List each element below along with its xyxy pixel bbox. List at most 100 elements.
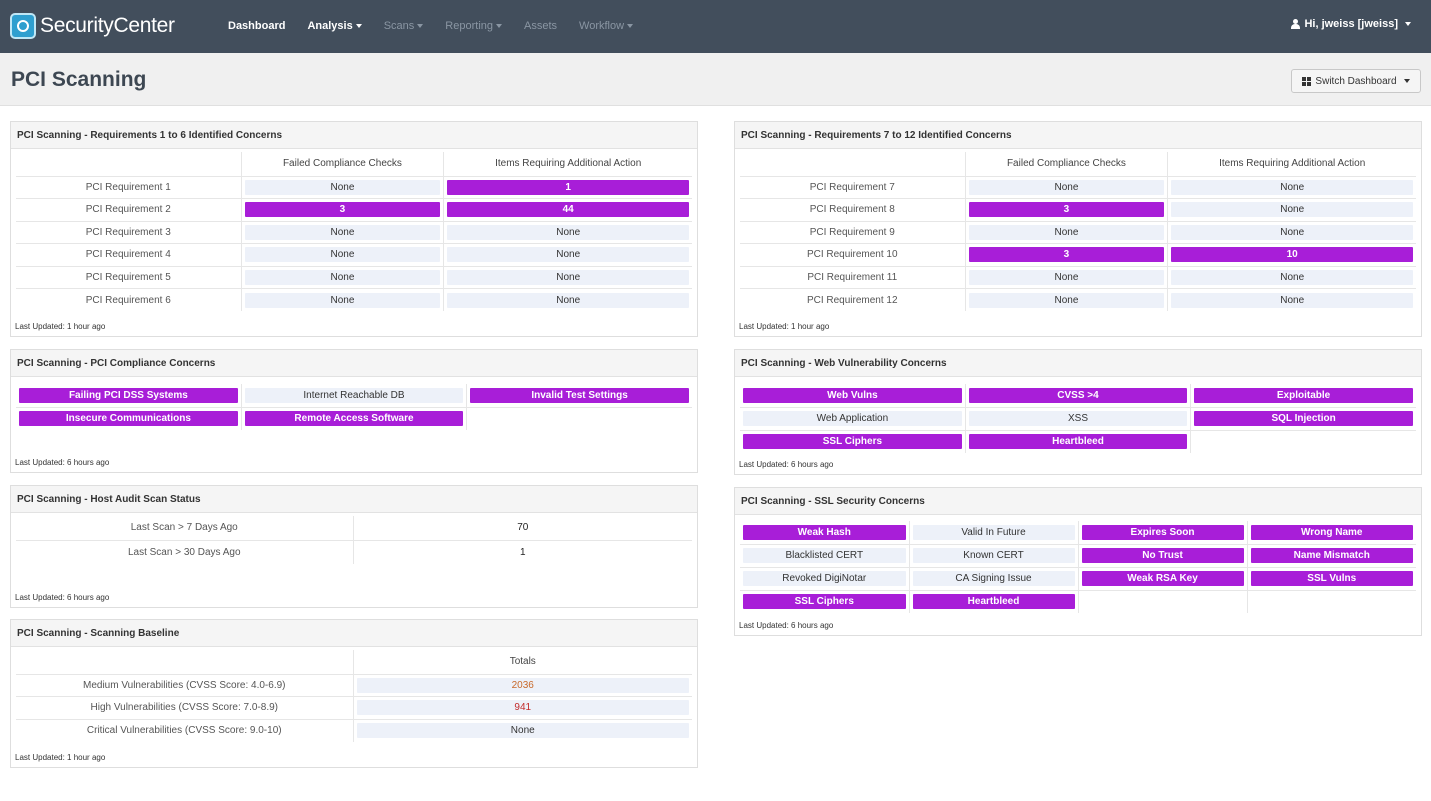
- matrix-cell[interactable]: Weak RSA Key: [1078, 567, 1248, 591]
- panel-scanning-baseline: PCI Scanning - Scanning Baseline Totals M…: [10, 619, 698, 768]
- additional-action-cell[interactable]: 1: [443, 176, 692, 199]
- nav-item-scans[interactable]: Scans: [384, 20, 424, 32]
- additional-action-cell[interactable]: None: [443, 221, 692, 244]
- matrix-cell[interactable]: Revoked DigiNotar: [740, 567, 910, 591]
- matrix-cell[interactable]: Remote Access Software: [241, 407, 468, 430]
- matrix-cell[interactable]: CVSS >4: [965, 384, 1192, 408]
- matrix-cell[interactable]: Wrong Name: [1247, 521, 1416, 545]
- panel-requirements-1-6: PCI Scanning - Requirements 1 to 6 Ident…: [10, 121, 698, 337]
- severity-total-value: 2036: [356, 677, 689, 693]
- additional-action-cell[interactable]: None: [1167, 266, 1416, 289]
- additional-action-cell[interactable]: None: [443, 243, 692, 267]
- matrix-cell-empty: [1247, 590, 1416, 613]
- requirement-label: PCI Requirement 6: [16, 288, 242, 311]
- matrix-cell[interactable]: Invalid Test Settings: [466, 384, 692, 408]
- matrix-cell[interactable]: SQL Injection: [1190, 407, 1416, 431]
- severity-total-value: 941: [356, 700, 689, 716]
- nav-item-assets[interactable]: Assets: [524, 20, 557, 32]
- concern-exploitable: Exploitable: [1194, 387, 1413, 403]
- matrix-cell[interactable]: Web Application: [740, 407, 966, 431]
- additional-action-cell[interactable]: None: [1167, 198, 1416, 222]
- column-header-failed: Failed Compliance Checks: [965, 152, 1169, 177]
- nav-item-dashboard[interactable]: Dashboard: [228, 20, 285, 32]
- nav-item-label: Workflow: [579, 20, 625, 32]
- failed-checks-cell[interactable]: None: [241, 221, 445, 244]
- matrix-cell[interactable]: SSL Ciphers: [740, 430, 966, 453]
- matrix-cell[interactable]: Internet Reachable DB: [241, 384, 468, 408]
- matrix-cell[interactable]: Exploitable: [1190, 384, 1416, 408]
- matrix-cell[interactable]: Valid In Future: [909, 521, 1079, 545]
- scan-age-count[interactable]: 70: [353, 516, 692, 541]
- column-header-items: Items Requiring Additional Action: [1167, 152, 1416, 177]
- matrix-cell[interactable]: Expires Soon: [1078, 521, 1248, 545]
- compliance-matrix: Failing PCI DSS Systems Internet Reachabl…: [16, 384, 692, 430]
- failed-checks-cell[interactable]: 3: [241, 198, 445, 222]
- failed-checks-cell[interactable]: None: [241, 288, 445, 311]
- failed-checks-cell[interactable]: None: [241, 176, 445, 199]
- additional-action-value: None: [1171, 202, 1413, 218]
- severity-total-cell[interactable]: 2036: [353, 674, 692, 697]
- failed-checks-cell[interactable]: None: [965, 221, 1169, 244]
- failed-checks-cell[interactable]: None: [241, 243, 445, 267]
- failed-checks-value: None: [244, 179, 441, 195]
- additional-action-cell[interactable]: None: [1167, 221, 1416, 244]
- failed-checks-cell[interactable]: None: [965, 176, 1169, 199]
- matrix-cell[interactable]: Web Vulns: [740, 384, 966, 408]
- additional-action-value: None: [447, 269, 689, 285]
- additional-action-cell[interactable]: 44: [443, 198, 692, 222]
- nav-item-analysis[interactable]: Analysis: [307, 20, 362, 32]
- concern-cvss-4: CVSS >4: [968, 387, 1188, 403]
- column-header-items: Items Requiring Additional Action: [443, 152, 692, 177]
- matrix-cell[interactable]: Heartbleed: [965, 430, 1192, 453]
- failed-checks-cell[interactable]: None: [965, 266, 1169, 289]
- additional-action-cell[interactable]: None: [443, 266, 692, 289]
- matrix-cell[interactable]: No Trust: [1078, 544, 1248, 568]
- concern-failing-pci-dss-systems: Failing PCI DSS Systems: [19, 387, 238, 403]
- table-row: Medium Vulnerabilities (CVSS Score: 4.0-…: [16, 674, 692, 697]
- failed-checks-cell[interactable]: 3: [965, 243, 1169, 267]
- matrix-cell[interactable]: CA Signing Issue: [909, 567, 1079, 591]
- matrix-cell[interactable]: Failing PCI DSS Systems: [16, 384, 242, 408]
- severity-total-cell[interactable]: None: [353, 719, 692, 742]
- severity-total-cell[interactable]: 941: [353, 696, 692, 720]
- matrix-cell[interactable]: Known CERT: [909, 544, 1079, 568]
- failed-checks-value: None: [244, 269, 441, 285]
- matrix-cell[interactable]: Name Mismatch: [1247, 544, 1416, 568]
- header-row: Failed Compliance Checks Items Requiring …: [16, 152, 692, 177]
- additional-action-cell[interactable]: None: [444, 289, 692, 312]
- concern-revoked-diginotar: Revoked DigiNotar: [743, 571, 906, 586]
- nav-item-workflow[interactable]: Workflow: [579, 20, 634, 32]
- user-menu[interactable]: Hi, jweiss [jweiss]: [1291, 18, 1411, 30]
- requirements-table: Failed Compliance Checks Items Requiring …: [740, 152, 1416, 311]
- additional-action-value: None: [1171, 292, 1413, 308]
- additional-action-cell[interactable]: None: [1167, 176, 1416, 199]
- matrix-cell[interactable]: Weak Hash: [740, 521, 910, 545]
- matrix-row: Insecure Communications Remote Access Sof…: [16, 407, 692, 430]
- failed-checks-cell[interactable]: None: [241, 266, 445, 289]
- scan-age-label: Last Scan > 30 Days Ago: [16, 540, 354, 564]
- baseline-table: Totals Medium Vulnerabilities (CVSS Score…: [16, 650, 692, 742]
- concern-internet-reachable-db: Internet Reachable DB: [244, 387, 464, 403]
- matrix-cell[interactable]: XSS: [965, 407, 1192, 431]
- additional-action-cell[interactable]: None: [1168, 289, 1416, 312]
- matrix-cell[interactable]: SSL Vulns: [1247, 567, 1416, 591]
- additional-action-cell[interactable]: 10: [1167, 243, 1416, 267]
- nav-item-reporting[interactable]: Reporting: [445, 20, 502, 32]
- matrix-cell[interactable]: Blacklisted CERT: [740, 544, 910, 568]
- failed-checks-value: None: [244, 224, 441, 240]
- matrix-cell[interactable]: Insecure Communications: [16, 407, 242, 430]
- matrix-row: Blacklisted CERT Known CERT No Trust Name M…: [740, 544, 1416, 568]
- matrix-cell[interactable]: Heartbleed: [909, 590, 1079, 613]
- concern-weak-hash: Weak Hash: [743, 524, 906, 540]
- failed-checks-cell[interactable]: 3: [965, 198, 1169, 222]
- switch-dashboard-button[interactable]: Switch Dashboard: [1291, 69, 1421, 93]
- nav-item-label: Dashboard: [228, 20, 286, 32]
- scan-age-count[interactable]: 1: [519, 546, 526, 558]
- top-navbar: SecurityCenter Dashboard Analysis Scans Rep…: [0, 0, 1431, 53]
- matrix-cell[interactable]: SSL Ciphers: [740, 590, 910, 613]
- securitycenter-logo[interactable]: SecurityCenter: [10, 13, 175, 39]
- additional-action-value: None: [1171, 224, 1413, 240]
- failed-checks-cell[interactable]: None: [965, 288, 1169, 311]
- failed-checks-value: 3: [244, 202, 441, 218]
- requirements-table: Failed Compliance Checks Items Requiring …: [16, 152, 692, 311]
